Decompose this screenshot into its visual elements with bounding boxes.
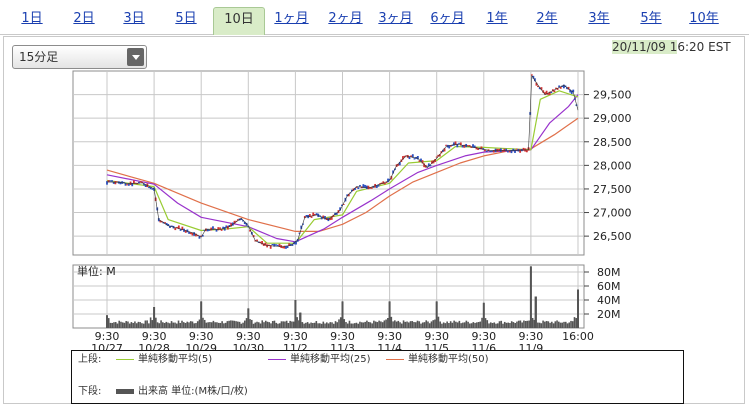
- legend-lower-label: 下段:: [78, 386, 102, 397]
- legend-item-sma25: 単純移動平均(25): [268, 353, 371, 367]
- x-tick-2: 9:30 10/29: [185, 330, 217, 350]
- legend-lower-row: 下段: 出来高 単位:(M株/口/枚): [78, 385, 678, 399]
- legend-upper-row: 上段: 単純移動平均(5) 単純移動平均(25) 単純移動平均(50): [78, 353, 678, 367]
- x-tick-5: 9:30 11/3: [330, 330, 355, 350]
- tab-period-3[interactable]: 5日: [175, 11, 197, 26]
- x-tick-7: 9:30 11/5: [424, 330, 449, 350]
- price-tick-6: 29,500: [593, 89, 632, 102]
- tab-period-13[interactable]: 10年: [689, 11, 719, 26]
- price-tick-3: 28,000: [593, 159, 632, 172]
- period-tab-bar: 1日 2日 3日 5日 10日 1ヶ月 2ヶ月 3ヶ月 6ヶ月 1年 2年 3年 5年 10年: [0, 0, 749, 35]
- tab-period-6[interactable]: 2ヶ月: [328, 11, 363, 26]
- vol-tick-2: 60M: [597, 280, 621, 293]
- legend-item-sma5: 単純移動平均(5): [116, 353, 212, 367]
- x-tick-9: 9:30 11/9: [519, 330, 544, 350]
- legend-item-volume: 出来高 単位:(M株/口/枚): [116, 385, 248, 399]
- interval-select[interactable]: 15分足: [12, 45, 147, 69]
- vol-tick-1: 40M: [597, 294, 621, 307]
- legend: 上段: 単純移動平均(5) 単純移動平均(25) 単純移動平均(50) 下段: …: [71, 350, 684, 404]
- vol-tick-0: 20M: [597, 308, 621, 321]
- price-tick-0: 26,500: [593, 230, 632, 243]
- chevron-down-icon[interactable]: [127, 48, 144, 66]
- tab-period-1[interactable]: 2日: [73, 11, 95, 26]
- tab-period-10[interactable]: 2年: [536, 11, 558, 26]
- legend-item-sma50: 単純移動平均(50): [386, 353, 489, 367]
- price-tick-5: 29,000: [593, 112, 632, 125]
- x-tick-8: 9:30 11/6: [471, 330, 496, 350]
- tab-period-9[interactable]: 1年: [486, 11, 508, 26]
- tab-period-2[interactable]: 3日: [123, 11, 145, 26]
- price-tick-4: 28,500: [593, 136, 632, 149]
- tab-period-12[interactable]: 5年: [640, 11, 662, 26]
- x-tick-6: 9:30 11/4: [377, 330, 402, 350]
- tab-period-0[interactable]: 1日: [21, 11, 43, 26]
- timestamp: 20/11/09 16:20 EST: [612, 40, 731, 54]
- volume-panel: [72, 264, 585, 329]
- price-tick-1: 27,000: [593, 207, 632, 220]
- interval-select-value: 15分足: [19, 50, 59, 64]
- x-tick-0: 9:30 10/27: [91, 330, 123, 350]
- x-tick-10: 16:00: [562, 330, 594, 343]
- price-volume-chart: 26,500 27,000 27,500 28,000 28,500 29,000 29,5…: [72, 70, 632, 350]
- legend-upper-label: 上段:: [78, 354, 102, 365]
- tab-period-11[interactable]: 3年: [588, 11, 610, 26]
- volume-unit-label: 単位: M: [77, 264, 116, 278]
- timestamp-time: 6:20 EST: [677, 40, 731, 54]
- x-tick-3: 9:30 10/30: [232, 330, 264, 350]
- vol-tick-3: 80M: [597, 266, 621, 279]
- tab-period-5[interactable]: 1ヶ月: [274, 11, 309, 26]
- price-line: [106, 75, 579, 247]
- tab-period-4[interactable]: 10日: [213, 7, 265, 35]
- x-tick-4: 9:30 11/2: [283, 330, 308, 350]
- price-tick-2: 27,500: [593, 183, 632, 196]
- tab-period-7[interactable]: 3ヶ月: [378, 11, 413, 26]
- price-panel: [72, 70, 585, 256]
- tab-period-8[interactable]: 6ヶ月: [430, 11, 465, 26]
- x-tick-1: 9:30 10/28: [138, 330, 170, 350]
- timestamp-date: 20/11/09 1: [612, 40, 678, 54]
